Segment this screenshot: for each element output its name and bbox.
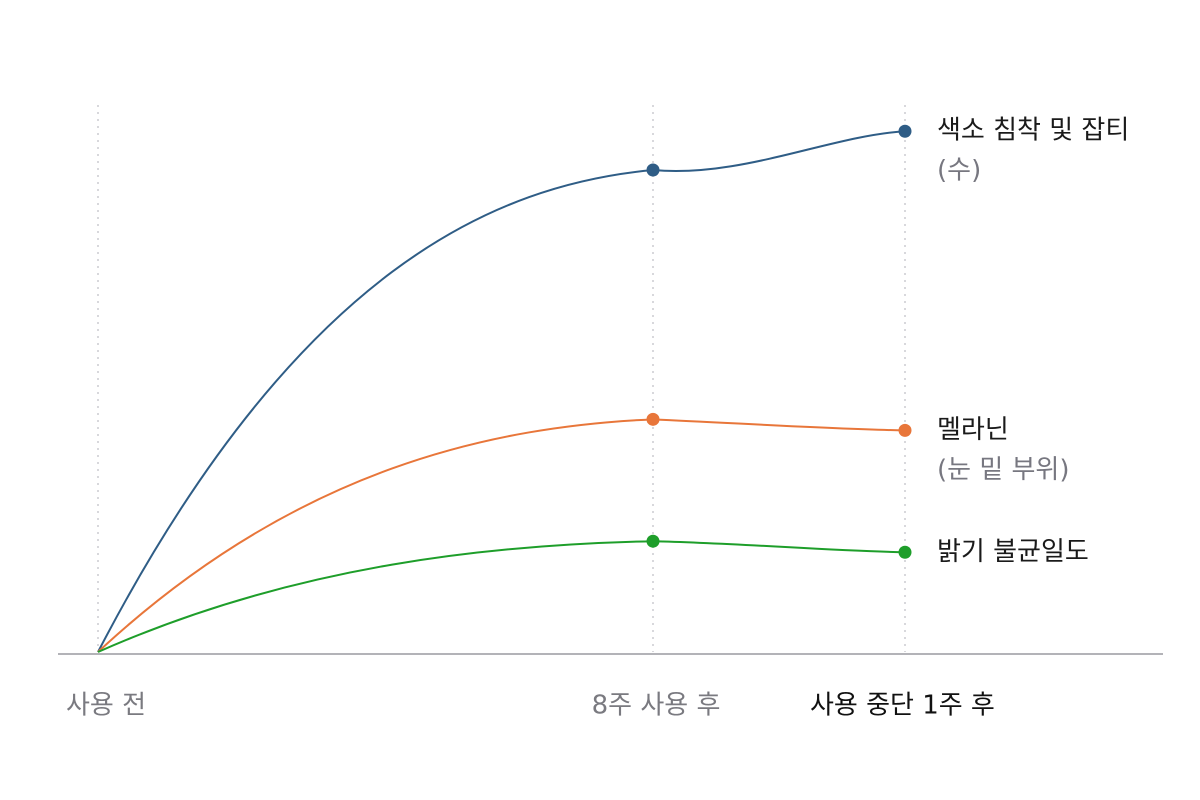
series-line-1 (97, 418, 906, 653)
data-point (898, 545, 912, 559)
series-label-sub-0: (수) (937, 156, 981, 186)
series-line-0 (97, 130, 906, 653)
x-tick-label: 사용 전 (66, 691, 146, 721)
series-label-1: 멜라닌 (937, 415, 1009, 445)
data-point (646, 534, 660, 548)
series-labels: 색소 침착 및 잡티 (수) 멜라닌 (눈 밑 부위) 밝기 불균일도 (937, 116, 1129, 567)
series-label-2: 밝기 불균일도 (937, 537, 1089, 567)
x-tick-label: 사용 중단 1주 후 (810, 691, 995, 721)
series-group (97, 124, 912, 653)
data-point (646, 163, 660, 177)
grid-lines (97, 105, 906, 652)
x-tick-label: 8주 사용 후 (592, 691, 721, 721)
data-point (646, 412, 660, 426)
x-tick-labels: 사용 전 8주 사용 후 사용 중단 1주 후 (66, 691, 995, 721)
series-line-2 (97, 540, 906, 653)
data-point (898, 423, 912, 437)
series-label-0: 색소 침착 및 잡티 (937, 116, 1129, 146)
data-point (898, 124, 912, 138)
series-label-sub-1: (눈 밑 부위) (937, 455, 1070, 485)
